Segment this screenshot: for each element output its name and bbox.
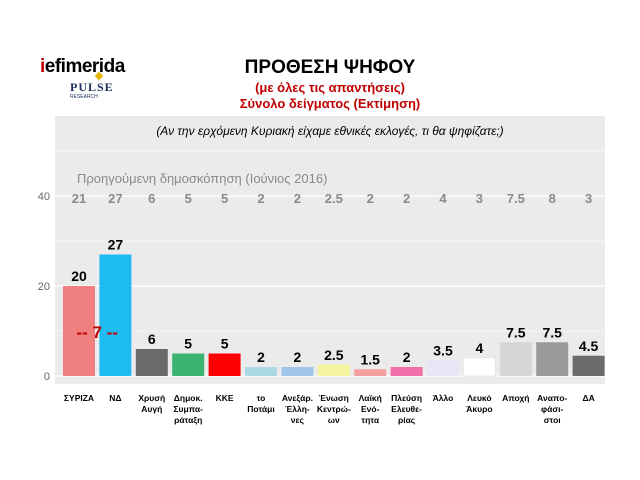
category-label: Ελευθε- bbox=[391, 404, 422, 414]
previous-value-label: 2 bbox=[367, 191, 374, 206]
bar-value-label: 6 bbox=[148, 331, 156, 347]
logo-wordmark: iefimerida bbox=[40, 56, 125, 77]
category-label: Δημοκ. bbox=[174, 393, 203, 403]
category-label: ράταξη bbox=[174, 415, 202, 425]
previous-value-label: 2.5 bbox=[325, 191, 343, 206]
y-tick-label: 20 bbox=[38, 281, 50, 293]
chart-title: ΠΡΟΘΕΣΗ ΨΗΦΟΥ bbox=[244, 57, 416, 78]
bar bbox=[245, 367, 277, 376]
category-label: ρίας bbox=[398, 415, 416, 425]
previous-value-label: 27 bbox=[108, 191, 122, 206]
previous-value-label: 8 bbox=[549, 191, 556, 206]
category-label: Αναπο- bbox=[537, 393, 567, 403]
category-label: Ενό- bbox=[361, 404, 380, 414]
category-label: Έλλη- bbox=[285, 404, 310, 414]
bar bbox=[135, 349, 168, 376]
category-label: Αυγή bbox=[141, 404, 162, 414]
bar-value-label: 20 bbox=[71, 268, 87, 284]
bar-value-label: 5 bbox=[184, 336, 192, 352]
previous-value-label: 2 bbox=[294, 191, 301, 206]
category-label: Άλλο bbox=[433, 393, 454, 403]
bar bbox=[536, 342, 569, 376]
bar-value-label: 3.5 bbox=[433, 342, 453, 358]
bar bbox=[281, 367, 314, 376]
survey-question: (Αν την ερχόμενη Κυριακή είχαμε εθνικές … bbox=[156, 124, 504, 138]
bar bbox=[499, 342, 532, 376]
previous-value-label: 21 bbox=[72, 191, 86, 206]
logo-partner: PULSE bbox=[70, 80, 114, 94]
previous-value-label: 5 bbox=[185, 191, 192, 206]
bar-value-label: 2.5 bbox=[324, 347, 344, 363]
iefimerida-pulse-logo: iefimerida PULSE RESEARCH bbox=[40, 56, 125, 106]
bar-value-label: 4 bbox=[476, 340, 484, 356]
previous-value-label: 2 bbox=[257, 191, 264, 206]
category-label: στοι bbox=[544, 415, 562, 425]
category-label: φάσι- bbox=[541, 404, 563, 414]
plot-panel bbox=[55, 116, 605, 384]
bar-value-label: 7.5 bbox=[542, 324, 562, 340]
category-label: ΚΚΕ bbox=[216, 393, 234, 403]
previous-value-label: 5 bbox=[221, 191, 228, 206]
bar-value-label: 4.5 bbox=[579, 338, 599, 354]
category-label: Λευκό bbox=[467, 393, 491, 403]
category-label: Ένωση bbox=[319, 393, 349, 403]
category-label: ΝΔ bbox=[109, 393, 121, 403]
category-label: Πλεύση bbox=[391, 393, 422, 403]
bar bbox=[317, 364, 350, 376]
bar bbox=[208, 353, 241, 376]
y-tick-label: 0 bbox=[44, 371, 50, 383]
category-label: Ποτάμι bbox=[247, 404, 275, 414]
bar bbox=[427, 360, 459, 376]
bar bbox=[99, 254, 132, 376]
category-label: Χρυσή bbox=[138, 393, 165, 403]
bar-value-label: 2 bbox=[403, 349, 411, 365]
previous-value-label: 6 bbox=[148, 191, 155, 206]
bar-value-label: 1.5 bbox=[360, 351, 380, 367]
category-label: Λαϊκή bbox=[359, 393, 382, 403]
category-label: Συμπα- bbox=[173, 404, 203, 414]
logo-partner-tag: RESEARCH bbox=[70, 94, 98, 100]
previous-value-label: 7.5 bbox=[507, 191, 525, 206]
bar bbox=[172, 353, 205, 376]
bar-value-label: 7.5 bbox=[506, 324, 526, 340]
gap-annotation: -- 7 -- bbox=[76, 323, 118, 342]
category-label: Άκυρο bbox=[466, 404, 492, 414]
previous-poll-label: Προηγούμενη δημοσκόπηση (Ιούνιος 2016) bbox=[77, 171, 328, 186]
category-label: ΣΥΡΙΖΑ bbox=[64, 393, 94, 403]
previous-value-label: 3 bbox=[476, 191, 483, 206]
category-label: Ανεξάρ. bbox=[282, 393, 313, 403]
bar-value-label: 5 bbox=[221, 336, 229, 352]
previous-value-label: 2 bbox=[403, 191, 410, 206]
category-label: ων bbox=[328, 415, 340, 425]
category-label: Αποχή bbox=[502, 393, 529, 403]
bar bbox=[63, 286, 95, 376]
previous-value-label: 4 bbox=[439, 191, 447, 206]
category-label: το bbox=[257, 393, 266, 403]
bar-value-label: 27 bbox=[108, 237, 124, 253]
bar bbox=[572, 355, 605, 376]
chart-subtitle-responses: (με όλες τις απαντήσεις) bbox=[255, 80, 405, 95]
bar bbox=[354, 369, 387, 376]
category-label: ΔΑ bbox=[582, 393, 594, 403]
previous-value-label: 3 bbox=[585, 191, 592, 206]
category-label: τητα bbox=[361, 415, 380, 425]
bar-value-label: 2 bbox=[294, 349, 302, 365]
bar-value-label: 2 bbox=[257, 349, 265, 365]
y-tick-label: 40 bbox=[38, 191, 50, 203]
chart-subtitle-sample: Σύνολο δείγματος (Εκτίμηση) bbox=[239, 96, 421, 111]
bar bbox=[390, 367, 423, 376]
category-label: Κεντρώ- bbox=[317, 404, 351, 414]
category-label: νες bbox=[291, 415, 305, 425]
bar bbox=[463, 357, 496, 377]
